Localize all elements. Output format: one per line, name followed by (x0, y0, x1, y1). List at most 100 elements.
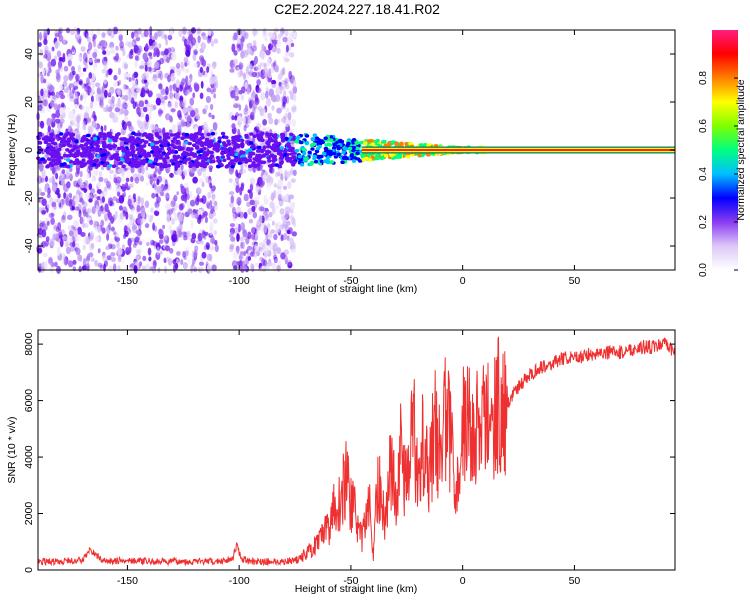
heatmap-cell (128, 213, 134, 220)
heatmap-signal-cell (329, 138, 334, 142)
heatmap-signal-cell (187, 141, 192, 146)
heatmap-cell (236, 43, 242, 52)
heatmap-cell (195, 113, 201, 120)
heatmap-cell (69, 166, 73, 173)
heatmap-cell (200, 234, 206, 239)
heatmap-signal-cell (85, 133, 91, 138)
heatmap-signal-cell (54, 158, 59, 162)
heatmap-cell (115, 184, 119, 194)
heatmap-cell (52, 233, 56, 241)
heatmap-signal-cell (366, 153, 372, 157)
heatmap-cell (284, 194, 289, 201)
heatmap-cell (80, 105, 85, 111)
heatmap-signal-cell (162, 137, 168, 141)
heatmap-cell (104, 213, 108, 221)
heatmap-signal-cell (57, 136, 63, 141)
heatmap-cell (249, 199, 255, 206)
heatmap-cell (74, 82, 80, 87)
heatmap-signal-cell (48, 152, 54, 156)
heatmap-cell (133, 202, 138, 208)
heatmap-cell (277, 193, 282, 201)
x-tick-label: -150 (117, 275, 138, 287)
heatmap-cell (83, 263, 90, 270)
heatmap-cell (149, 55, 153, 60)
heatmap-cell (236, 233, 240, 242)
heatmap-signal-cell (354, 141, 359, 146)
heatmap-cell (78, 56, 83, 61)
heatmap-cell (262, 67, 269, 76)
heatmap-cell (150, 207, 154, 213)
heatmap-signal-cell (279, 152, 284, 157)
heatmap-cell (243, 32, 249, 40)
heatmap-cell (242, 49, 249, 58)
heatmap-cell (80, 46, 86, 52)
heatmap-cell (188, 167, 193, 174)
heatmap-cell (52, 94, 57, 100)
heatmap-signal-cell (133, 163, 138, 168)
heatmap-cell (231, 206, 236, 215)
heatmap-cell (88, 183, 92, 190)
heatmap-cell (60, 215, 66, 223)
heatmap-signal-cell (102, 148, 107, 152)
heatmap-cell (89, 242, 93, 252)
heatmap-cell (237, 212, 241, 218)
heatmap-cell (85, 33, 89, 40)
heatmap-signal-cell (295, 136, 300, 140)
heatmap-cell (164, 179, 168, 188)
heatmap-cell (78, 209, 82, 214)
heatmap-cell (273, 256, 278, 264)
heatmap-cell (197, 35, 202, 40)
heatmap-cell (135, 107, 141, 113)
heatmap-cell (123, 123, 127, 131)
heatmap-cell (46, 50, 52, 58)
heatmap-cell (211, 114, 215, 120)
heatmap-cell (208, 165, 213, 170)
heatmap-signal-cell (319, 159, 325, 164)
heatmap-cell (113, 231, 117, 236)
heatmap-cell (272, 46, 277, 52)
heatmap-cell (80, 93, 85, 99)
heatmap-cell (231, 123, 236, 129)
heatmap-cell (282, 36, 288, 43)
heatmap-cell (271, 79, 277, 85)
heatmap-cell (168, 224, 172, 232)
heatmap-cell (162, 224, 166, 230)
heatmap-signal-cell (45, 164, 51, 168)
heatmap-cell (242, 229, 248, 238)
heatmap-cell (136, 195, 142, 203)
heatmap-cell (271, 205, 276, 215)
heatmap-signal-cell (347, 146, 353, 151)
heatmap-cell (200, 43, 207, 51)
heatmap-cell (155, 206, 161, 212)
heatmap-cell (259, 62, 265, 67)
heatmap-cell (76, 115, 81, 123)
heatmap-cell (262, 27, 267, 35)
heatmap-signal-cell (196, 155, 201, 160)
heatmap-cell (166, 213, 171, 223)
heatmap-cell (95, 204, 99, 212)
heatmap-cell (151, 192, 156, 199)
heatmap-signal-cell (244, 160, 249, 164)
heatmap-cell (106, 233, 110, 241)
heatmap-signal-cell (381, 139, 386, 144)
heatmap-cell (77, 64, 81, 73)
heatmap-signal-cell (202, 164, 207, 169)
heatmap-signal-cell (279, 132, 285, 137)
heatmap-cell (155, 193, 159, 198)
heatmap-cell (288, 195, 291, 204)
heatmap-cell (39, 48, 43, 57)
heatmap-cell (69, 29, 75, 36)
heatmap-signal-cell (169, 143, 175, 147)
heatmap-cell (274, 94, 281, 102)
heatmap-cell (99, 264, 104, 270)
heatmap-cell (201, 181, 205, 188)
heatmap-cell (172, 48, 176, 54)
heatmap-cell (199, 92, 204, 100)
heatmap-signal-cell (304, 141, 310, 146)
heatmap-cell (236, 172, 242, 179)
colorbar-tick-label: 0.6 (698, 119, 709, 133)
heatmap-cell (245, 249, 249, 254)
heatmap-cell (183, 47, 187, 53)
heatmap-cell (266, 239, 272, 246)
heatmap-cell (247, 245, 253, 251)
